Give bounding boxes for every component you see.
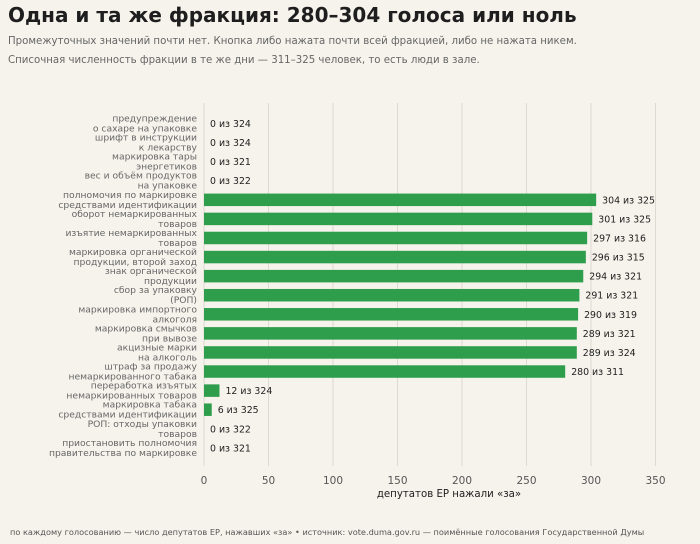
category-label: оборот немаркированных товаров bbox=[72, 209, 198, 230]
data-label: 301 из 325 bbox=[598, 214, 651, 225]
data-label: 0 из 322 bbox=[210, 424, 251, 435]
data-label: 290 из 319 bbox=[584, 310, 637, 321]
bar bbox=[204, 403, 212, 416]
chart-subtitle-2: Списочная численность фракции в те же дн… bbox=[8, 55, 480, 66]
chart-footer-source: по каждому голосованию — число депутатов… bbox=[10, 527, 645, 537]
bar bbox=[204, 308, 579, 321]
data-label: 291 из 321 bbox=[585, 291, 638, 302]
chart-title: Одна и та же фракция: 280–304 голоса или… bbox=[8, 3, 577, 27]
bar bbox=[204, 384, 220, 397]
data-label: 0 из 321 bbox=[210, 443, 251, 454]
category-label: полномочия по маркировке средствами идент… bbox=[58, 190, 197, 211]
data-label: 297 из 316 bbox=[593, 233, 646, 244]
category-label: акцизные марки на алкоголь bbox=[117, 342, 197, 363]
category-label: вес и объём продуктов на упаковке bbox=[85, 171, 198, 192]
x-tick-label: 300 bbox=[581, 475, 601, 487]
data-label: 294 из 321 bbox=[589, 272, 642, 283]
category-label: сбор за упаковку (РОП) bbox=[114, 285, 198, 306]
data-label: 0 из 324 bbox=[210, 138, 251, 149]
category-label: изъятие немаркированных товаров bbox=[65, 228, 197, 249]
category-label: маркировка тары энергетиков bbox=[112, 152, 197, 173]
category-label: маркировка смычков при вывозе bbox=[95, 323, 197, 344]
category-label: предупреждение о сахаре на упаковке bbox=[93, 114, 197, 135]
x-tick-label: 250 bbox=[516, 475, 536, 487]
x-axis-label: депутатов ЕР нажали «за» bbox=[377, 489, 521, 500]
x-tick-label: 0 bbox=[201, 475, 208, 487]
x-tick-label: 350 bbox=[645, 475, 665, 487]
data-label: 289 из 321 bbox=[583, 329, 636, 340]
bar bbox=[204, 250, 586, 264]
x-tick-label: 150 bbox=[387, 475, 407, 487]
data-label: 0 из 324 bbox=[210, 119, 251, 130]
bar bbox=[204, 288, 580, 302]
data-label: 0 из 321 bbox=[210, 157, 251, 168]
bar bbox=[204, 346, 577, 359]
category-label: приостановить полномочия правительства по… bbox=[49, 438, 197, 459]
category-label: маркировка табака средствами идентификаци… bbox=[58, 400, 197, 421]
category-label: знак органической продукции bbox=[105, 266, 197, 287]
data-label: 280 из 311 bbox=[571, 367, 624, 378]
data-label: 296 из 315 bbox=[592, 253, 645, 264]
data-label: 6 из 325 bbox=[218, 405, 259, 416]
bar bbox=[204, 231, 588, 245]
chart-subtitle-1: Промежуточных значений почти нет. Кнопка… bbox=[8, 36, 577, 47]
bar bbox=[204, 193, 597, 207]
data-label: 304 из 325 bbox=[602, 195, 655, 206]
data-label: 12 из 324 bbox=[225, 386, 272, 397]
category-label: РОП: отходы упаковки товаров bbox=[88, 419, 197, 440]
x-tick-label: 200 bbox=[452, 475, 472, 487]
data-label: 0 из 322 bbox=[210, 176, 251, 187]
x-tick-label: 50 bbox=[262, 475, 275, 487]
category-label: штраф за продажу немаркированного табака bbox=[68, 362, 197, 383]
bar bbox=[204, 212, 593, 226]
bar bbox=[204, 327, 577, 340]
x-tick-label: 100 bbox=[323, 475, 343, 487]
data-label: 289 из 324 bbox=[583, 348, 636, 359]
category-label: маркировка импортного алкоголя bbox=[78, 304, 197, 325]
bar bbox=[204, 269, 584, 283]
bar bbox=[204, 365, 566, 378]
category-label: шрифт в инструкции к лекарству bbox=[95, 133, 198, 154]
category-label: маркировка органической продукции, второй… bbox=[69, 247, 197, 268]
category-label: переработка изъятых немаркированных товар… bbox=[66, 381, 197, 402]
